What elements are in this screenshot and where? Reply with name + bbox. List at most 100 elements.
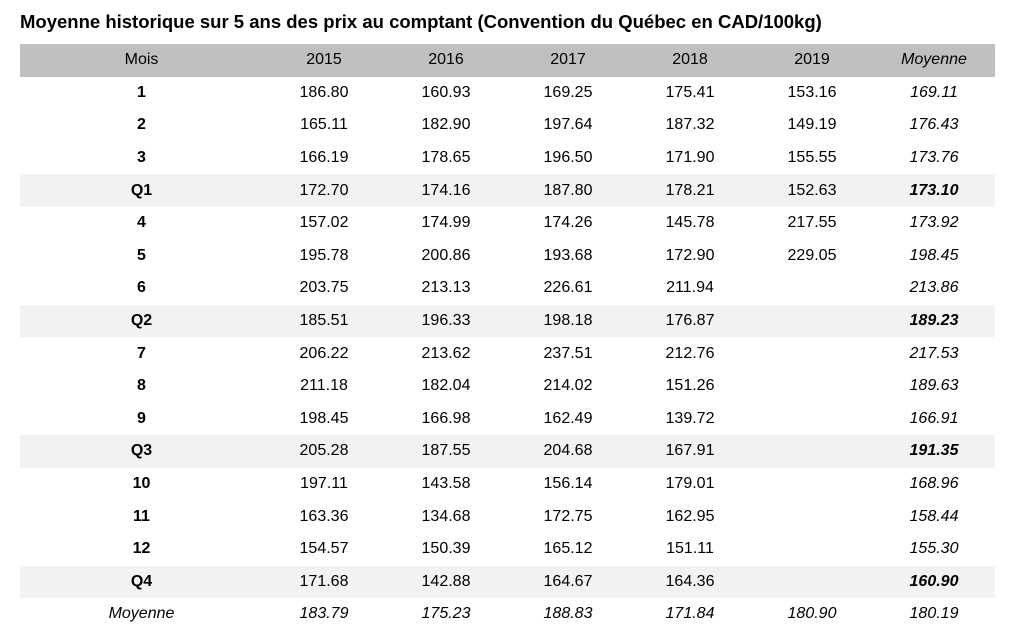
cell-2018: 164.36 <box>665 572 715 590</box>
cell-2018: 187.32 <box>665 116 715 134</box>
cell-2019: 153.16 <box>787 83 837 101</box>
column-header-2019: 2019 <box>794 51 830 69</box>
cell-moyenne: 189.23 <box>909 312 959 330</box>
row-label: 6 <box>137 279 146 297</box>
cell-2019 <box>751 403 873 436</box>
cell-2016: 175.23 <box>421 605 471 623</box>
column-header-2016: 2016 <box>428 51 464 69</box>
cell-2016: 166.98 <box>421 409 471 427</box>
cell-2019: 149.19 <box>787 116 837 134</box>
cell-2017: 156.14 <box>543 475 593 493</box>
cell-moyenne: 217.53 <box>909 344 959 362</box>
cell-2017: 197.64 <box>543 116 593 134</box>
row-label: 4 <box>137 214 146 232</box>
cell-2018: 212.76 <box>665 344 715 362</box>
cell-2018: 139.72 <box>665 409 715 427</box>
cell-2017: 172.75 <box>543 507 593 525</box>
table-row-q3: Q3 205.28 187.55 204.68 167.91 191.35 <box>20 435 995 468</box>
row-label: Moyenne <box>108 605 175 623</box>
cell-2019 <box>751 500 873 533</box>
cell-moyenne: 189.63 <box>909 377 959 395</box>
page-title: Moyenne historique sur 5 ans des prix au… <box>20 11 822 32</box>
cell-2015: 205.28 <box>299 442 349 460</box>
table-row-q2: Q2 185.51 196.33 198.18 176.87 189.23 <box>20 304 995 338</box>
cell-2016: 213.13 <box>421 279 471 297</box>
cell-moyenne: 173.76 <box>909 149 959 167</box>
row-label: Q2 <box>130 312 153 330</box>
cell-2016: 182.90 <box>421 116 471 134</box>
cell-2018: 178.21 <box>665 181 715 199</box>
table-row-q4: Q4 171.68 142.88 164.67 164.36 160.90 <box>20 565 995 599</box>
table-row-moyenne: Moyenne 183.79 175.23 188.83 171.84 180.90 180… <box>20 598 995 631</box>
table-row-10: 10 197.11 143.58 156.14 179.01 168.96 <box>20 468 995 501</box>
cell-2019: 180.90 <box>787 605 837 623</box>
cell-2017: 174.26 <box>543 214 593 232</box>
table-row-2: 2 165.11 182.90 197.64 187.32 149.19 176.43 <box>20 109 995 142</box>
table-row-12: 12 154.57 150.39 165.12 151.11 155.30 <box>20 533 995 566</box>
cell-2017: 226.61 <box>543 279 593 297</box>
cell-2019 <box>751 566 873 599</box>
cell-2015: 172.70 <box>299 181 349 199</box>
cell-2016: 134.68 <box>421 507 471 525</box>
cell-moyenne: 213.86 <box>909 279 959 297</box>
row-label: 11 <box>133 507 150 525</box>
report-page: Moyenne historique sur 5 ans des prix au… <box>20 11 995 631</box>
table-row-3: 3 166.19 178.65 196.50 171.90 155.55 173.76 <box>20 142 995 175</box>
row-label: 1 <box>137 83 146 101</box>
cell-2019 <box>751 272 873 305</box>
cell-moyenne: 176.43 <box>909 116 959 134</box>
cell-2019: 217.55 <box>787 214 837 232</box>
cell-2017: 187.80 <box>543 181 593 199</box>
cell-2015: 211.18 <box>300 377 348 395</box>
cell-2016: 178.65 <box>421 149 471 167</box>
cell-2015: 195.78 <box>299 246 349 264</box>
cell-2017: 193.68 <box>543 246 593 264</box>
cell-2019 <box>751 533 873 566</box>
row-label: 12 <box>132 540 151 558</box>
cell-2018: 151.11 <box>666 540 714 558</box>
row-label: Q1 <box>130 181 153 199</box>
cell-moyenne: 191.35 <box>909 442 959 460</box>
cell-2017: 169.25 <box>543 83 593 101</box>
cell-2016: 196.33 <box>421 312 471 330</box>
cell-2015: 166.19 <box>299 149 349 167</box>
cell-2015: 197.11 <box>300 475 348 493</box>
cell-moyenne: 168.96 <box>909 475 959 493</box>
cell-2017: 214.02 <box>543 377 593 395</box>
cell-2015: 206.22 <box>299 344 349 362</box>
cell-moyenne: 158.44 <box>909 507 959 525</box>
cell-2017: 165.12 <box>543 540 593 558</box>
cell-2015: 157.02 <box>299 214 349 232</box>
table-row-4: 4 157.02 174.99 174.26 145.78 217.55 173.92 <box>20 207 995 240</box>
column-header-mois: Mois <box>124 51 159 69</box>
table-row-11: 11 163.36 134.68 172.75 162.95 158.44 <box>20 500 995 533</box>
cell-moyenne: 173.10 <box>909 181 959 199</box>
cell-2016: 143.58 <box>421 475 471 493</box>
cell-2016: 187.55 <box>421 442 471 460</box>
column-header-moyenne: Moyenne <box>901 51 967 69</box>
row-label: 2 <box>137 116 146 134</box>
table-header-row: Mois 2015 2016 2017 2018 2019 Moyenne <box>20 44 995 77</box>
cell-2018: 167.91 <box>665 442 715 460</box>
cell-moyenne: 169.11 <box>910 83 958 101</box>
cell-2018: 172.90 <box>665 246 715 264</box>
cell-2016: 174.16 <box>421 181 471 199</box>
cell-2016: 142.88 <box>421 572 471 590</box>
row-label: 10 <box>132 475 151 493</box>
table-row-1: 1 186.80 160.93 169.25 175.41 153.16 169.11 <box>20 77 995 110</box>
cell-2019 <box>751 370 873 403</box>
cell-2018: 175.41 <box>665 83 715 101</box>
table-row-q1: Q1 172.70 174.16 187.80 178.21 152.63 173.10 <box>20 174 995 207</box>
cell-moyenne: 160.90 <box>909 572 959 590</box>
cell-2018: 162.95 <box>665 507 715 525</box>
cell-2016: 213.62 <box>421 344 471 362</box>
cell-2018: 151.26 <box>665 377 715 395</box>
cell-2019: 229.05 <box>787 246 837 264</box>
cell-2015: 165.11 <box>300 116 348 134</box>
cell-2019 <box>751 337 873 370</box>
cell-2015: 198.45 <box>299 409 349 427</box>
cell-moyenne: 180.19 <box>909 605 959 623</box>
cell-2019 <box>751 305 873 338</box>
cell-2015: 154.57 <box>299 540 349 558</box>
row-label: 9 <box>137 409 146 427</box>
